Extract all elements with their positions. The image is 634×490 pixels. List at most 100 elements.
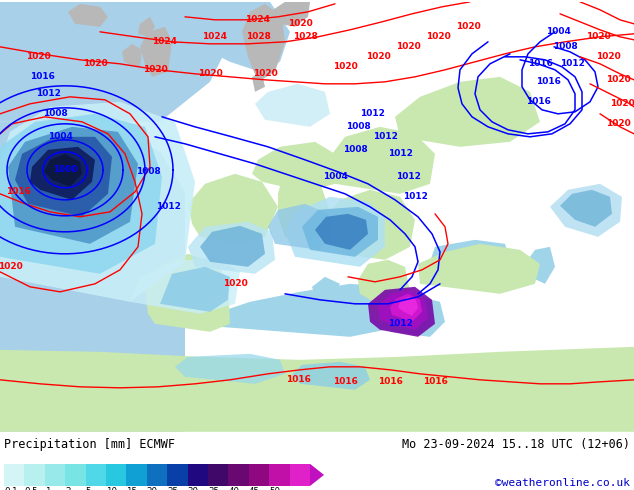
- Polygon shape: [44, 154, 82, 187]
- Polygon shape: [398, 297, 418, 316]
- Polygon shape: [255, 84, 330, 127]
- Text: 1016: 1016: [333, 377, 358, 386]
- Text: 1020: 1020: [223, 279, 247, 288]
- Polygon shape: [0, 347, 634, 432]
- Text: 0.5: 0.5: [24, 487, 38, 490]
- Polygon shape: [550, 184, 622, 237]
- Text: 1020: 1020: [82, 59, 107, 68]
- Text: 15: 15: [126, 487, 138, 490]
- Text: 1020: 1020: [0, 262, 22, 271]
- Text: 35: 35: [208, 487, 219, 490]
- Text: 1012: 1012: [359, 109, 384, 118]
- Text: 0.1: 0.1: [4, 487, 18, 490]
- Text: 2: 2: [65, 487, 71, 490]
- Text: 1020: 1020: [586, 32, 611, 41]
- Polygon shape: [242, 4, 285, 82]
- Text: 1020: 1020: [610, 99, 634, 108]
- Polygon shape: [15, 137, 112, 217]
- Text: 1012: 1012: [155, 202, 181, 211]
- Polygon shape: [302, 207, 378, 257]
- Text: 1020: 1020: [396, 42, 420, 51]
- Text: 10: 10: [106, 487, 117, 490]
- Text: 1016: 1016: [536, 77, 560, 86]
- Polygon shape: [525, 247, 555, 284]
- Text: Mo 23-09-2024 15..18 UTC (12+06): Mo 23-09-2024 15..18 UTC (12+06): [402, 438, 630, 451]
- Bar: [106, 464, 126, 486]
- Bar: [65, 464, 86, 486]
- Polygon shape: [68, 4, 108, 27]
- Text: 1: 1: [45, 487, 50, 490]
- Text: 1020: 1020: [333, 62, 358, 72]
- Polygon shape: [0, 2, 230, 122]
- Text: 1004: 1004: [546, 27, 571, 36]
- Text: 1028: 1028: [245, 32, 271, 41]
- Bar: [167, 464, 188, 486]
- Text: 1012: 1012: [36, 89, 60, 98]
- Polygon shape: [418, 244, 540, 294]
- Text: 1020: 1020: [605, 75, 630, 84]
- Text: 1020: 1020: [456, 23, 481, 31]
- Text: 1008: 1008: [136, 167, 160, 176]
- Polygon shape: [292, 362, 370, 390]
- Polygon shape: [430, 240, 510, 270]
- Text: 1008: 1008: [342, 146, 367, 154]
- Text: 1020: 1020: [288, 19, 313, 28]
- Polygon shape: [268, 204, 332, 250]
- Text: 1020: 1020: [425, 32, 450, 41]
- Text: 30: 30: [188, 487, 198, 490]
- Text: 1028: 1028: [292, 32, 318, 41]
- Polygon shape: [370, 300, 392, 324]
- Polygon shape: [315, 214, 368, 250]
- Text: 50: 50: [269, 487, 280, 490]
- Polygon shape: [325, 190, 415, 260]
- Text: Precipitation [mm] ECMWF: Precipitation [mm] ECMWF: [4, 438, 175, 451]
- Text: 5: 5: [86, 487, 91, 490]
- Text: 1020: 1020: [25, 52, 50, 61]
- Polygon shape: [175, 354, 285, 384]
- Polygon shape: [220, 284, 410, 337]
- Text: 1008: 1008: [553, 42, 578, 51]
- Polygon shape: [188, 222, 275, 274]
- Polygon shape: [368, 287, 435, 337]
- Text: 1016: 1016: [6, 187, 30, 196]
- Polygon shape: [252, 74, 265, 92]
- Polygon shape: [0, 102, 195, 302]
- Text: 1012: 1012: [396, 172, 420, 181]
- Text: 1016: 1016: [527, 59, 552, 68]
- Bar: [126, 464, 147, 486]
- Polygon shape: [0, 114, 162, 274]
- Polygon shape: [560, 190, 612, 227]
- Bar: [147, 464, 167, 486]
- Bar: [4, 464, 24, 486]
- Text: 1020: 1020: [143, 65, 167, 74]
- Text: 1024: 1024: [153, 37, 178, 47]
- Bar: [290, 464, 310, 486]
- Text: 1020: 1020: [252, 69, 278, 78]
- Text: ©weatheronline.co.uk: ©weatheronline.co.uk: [495, 478, 630, 488]
- Polygon shape: [140, 27, 172, 77]
- Polygon shape: [200, 226, 265, 267]
- Polygon shape: [148, 277, 162, 324]
- Text: 1016: 1016: [378, 377, 403, 386]
- Text: 1000: 1000: [53, 165, 77, 174]
- Polygon shape: [8, 127, 138, 244]
- Polygon shape: [330, 127, 435, 194]
- Polygon shape: [285, 197, 385, 267]
- Polygon shape: [278, 160, 330, 244]
- Polygon shape: [358, 260, 410, 304]
- Text: 1024: 1024: [245, 15, 271, 24]
- Polygon shape: [312, 277, 340, 304]
- Text: 45: 45: [249, 487, 260, 490]
- Text: 1020: 1020: [198, 69, 223, 78]
- Polygon shape: [200, 2, 290, 72]
- Polygon shape: [145, 254, 230, 332]
- Polygon shape: [395, 77, 540, 147]
- Polygon shape: [252, 142, 340, 192]
- Text: 1020: 1020: [366, 52, 391, 61]
- Text: 1020: 1020: [595, 52, 621, 61]
- Bar: [208, 464, 228, 486]
- Bar: [269, 464, 290, 486]
- Polygon shape: [122, 44, 142, 67]
- Text: 1020: 1020: [605, 120, 630, 128]
- Polygon shape: [130, 257, 240, 314]
